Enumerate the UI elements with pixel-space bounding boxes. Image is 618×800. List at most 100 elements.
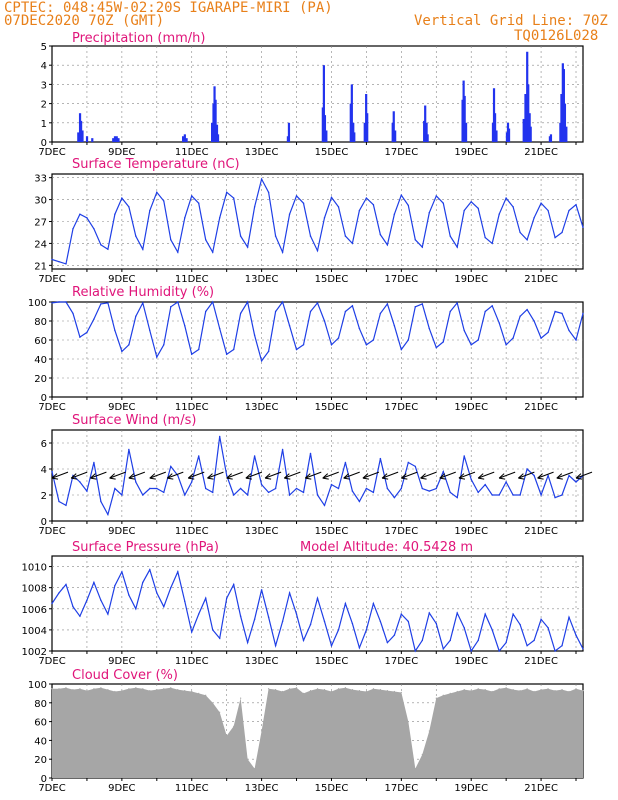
series-point [163, 344, 165, 346]
series-point [246, 494, 249, 496]
precip-bar [183, 134, 186, 142]
series-point [575, 634, 577, 636]
x-tick-label: 11DEC [175, 274, 209, 285]
series-point [365, 629, 368, 631]
series-point [372, 203, 375, 206]
series-point [442, 470, 444, 473]
cloud-point [470, 689, 472, 692]
cloud-point [547, 688, 549, 690]
cloud-point [428, 730, 430, 732]
precip-bar [210, 122, 214, 142]
panel-wind: 0 2 4 6 7DEC 9DEC 11DEC 13DEC 15DEC 17DEC 19DEC 21D… [38, 413, 593, 537]
series-point [470, 478, 472, 481]
cloud-point [191, 690, 193, 693]
series-point [484, 483, 486, 486]
precip-bar [425, 122, 428, 142]
cloud-point [491, 690, 493, 693]
series-point [260, 483, 263, 486]
cloud-point [358, 689, 361, 692]
series-point [198, 455, 200, 457]
series-point [128, 206, 130, 208]
series-point [253, 618, 256, 621]
panel-title: Cloud Cover (%) [72, 668, 178, 683]
series-point [393, 325, 396, 327]
series-point [239, 312, 242, 315]
series-point [561, 312, 563, 315]
series-point [526, 308, 528, 311]
series-point [225, 353, 228, 355]
cloud-point [554, 689, 556, 692]
series-point [484, 236, 486, 239]
y-tick-label: 0 [41, 517, 47, 528]
series-point [232, 494, 235, 496]
cloud-point [72, 689, 74, 691]
series-point [232, 583, 235, 586]
y-tick-label: 0 [41, 774, 47, 785]
x-tick-label: 21DEC [524, 783, 558, 794]
cloud-point [568, 690, 570, 693]
series-point [281, 620, 284, 623]
cloud-point [240, 697, 242, 699]
series-point [547, 209, 549, 212]
precip-bar [79, 120, 83, 142]
series-point [274, 487, 277, 490]
series-point [456, 246, 458, 248]
series-point [533, 217, 535, 219]
series-point [309, 235, 312, 237]
series-point [344, 461, 347, 464]
x-tick-label: 9DEC [108, 402, 135, 413]
precip-bar [424, 105, 427, 142]
x-tick-label: 19DEC [454, 526, 488, 537]
precip-bar [392, 111, 395, 142]
cloud-point [386, 689, 388, 692]
series-point [239, 235, 242, 237]
series-point [114, 213, 116, 215]
series-point [156, 356, 158, 358]
series-point [149, 329, 151, 332]
cloud-point [400, 691, 402, 694]
wind-arrow [70, 471, 88, 480]
series-point [344, 602, 347, 605]
wind-arrow [149, 471, 166, 480]
series-point [163, 605, 165, 608]
series-point [344, 235, 347, 237]
series-point [191, 353, 193, 355]
cloud-point [93, 688, 95, 690]
series-point [86, 331, 88, 334]
y-tick-label: 27 [34, 218, 47, 229]
precip-bar [81, 130, 84, 142]
series-point [114, 584, 116, 587]
series-point [309, 623, 312, 626]
cloud-point [435, 697, 437, 699]
cloud-point [477, 688, 479, 690]
series-point [519, 494, 521, 496]
precip-bar [463, 95, 466, 142]
wind-arrow [477, 471, 495, 480]
series-point [253, 334, 256, 336]
cloud-point [65, 687, 67, 689]
series-point [142, 581, 144, 584]
series-point [58, 500, 60, 503]
header-station: CPTEC: 048:45W-02:20S IGARAPE-MIRI (PA) [4, 0, 333, 16]
cloud-point [540, 689, 542, 691]
series-point [407, 461, 410, 464]
series-point [512, 494, 514, 496]
precip-bar [91, 138, 94, 142]
series-point [393, 496, 396, 499]
series-point [170, 465, 172, 468]
series-point [177, 571, 179, 573]
series-point [246, 301, 249, 303]
series-point [491, 305, 493, 307]
series-point [470, 344, 472, 346]
series-point [149, 569, 151, 571]
y-tick-label: 24 [34, 239, 47, 250]
wind-arrow [458, 471, 476, 480]
series-point [51, 470, 53, 473]
cloud-area [52, 687, 583, 778]
series-point [239, 615, 242, 617]
series-point [177, 474, 179, 477]
series-point [330, 645, 333, 647]
series-point [575, 339, 577, 341]
x-tick-label: 7DEC [38, 402, 65, 413]
series-point [260, 589, 263, 591]
